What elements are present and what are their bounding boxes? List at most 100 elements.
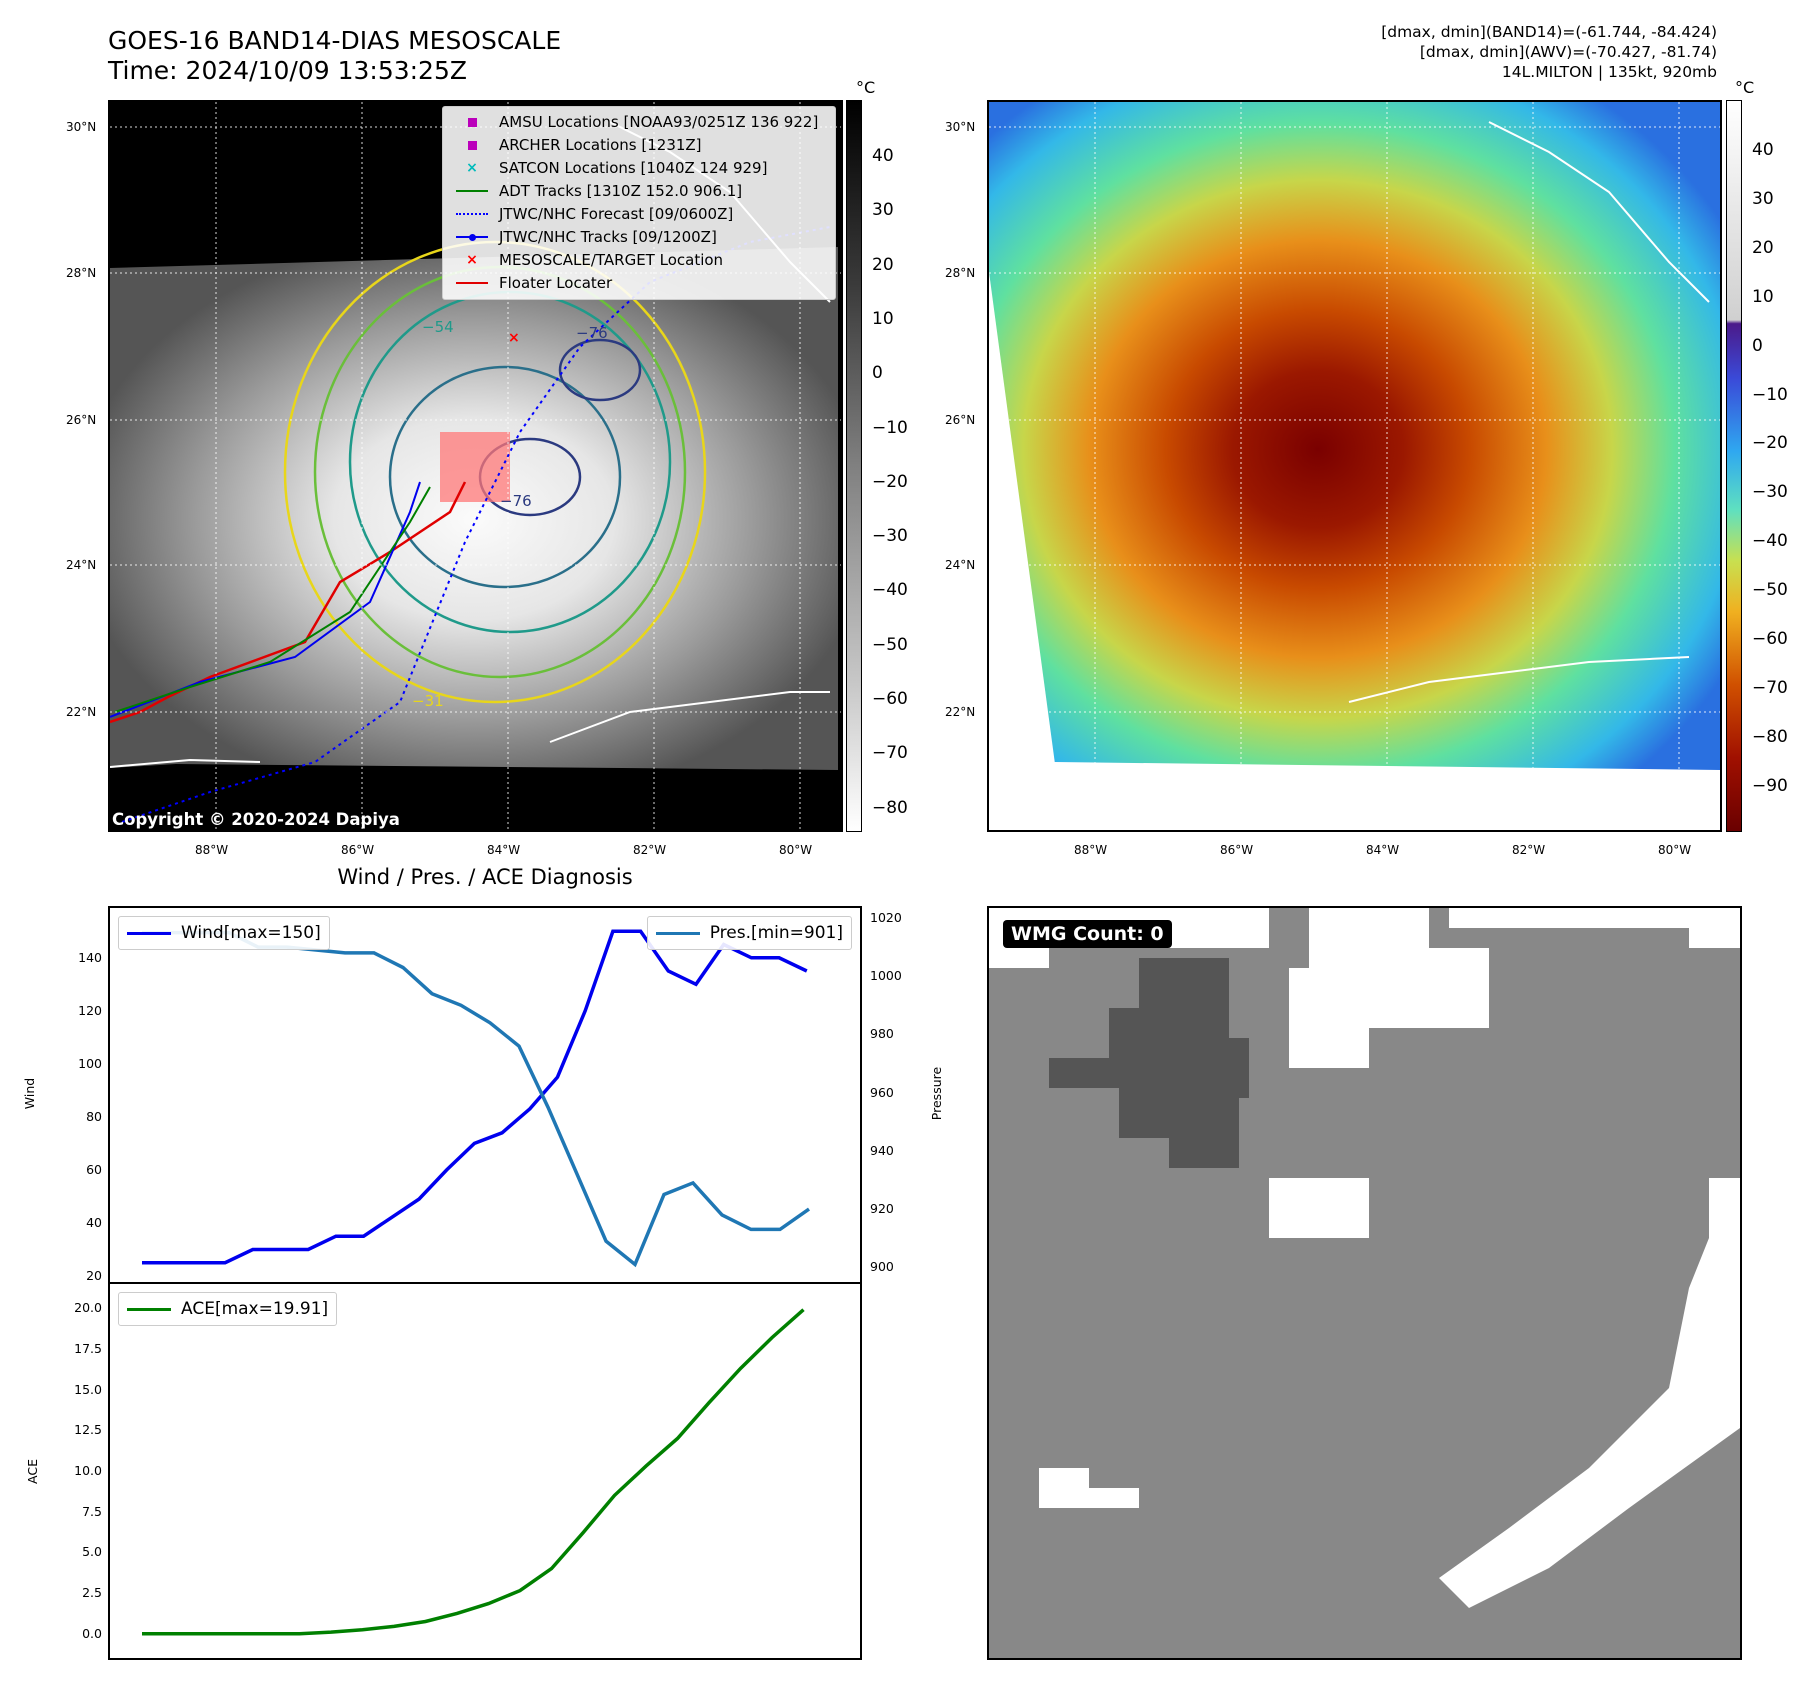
x-marker-icon: ×	[466, 160, 478, 176]
legend-target: × MESOSCALE/TARGET Location	[453, 249, 723, 271]
square-marker-icon	[453, 117, 491, 127]
colorbar-tick: −60	[872, 689, 908, 709]
colorbar-tick: −30	[872, 526, 908, 547]
colorbar-unit: °C	[1735, 78, 1755, 97]
lon-label: 86°W	[341, 843, 375, 857]
lon-label: 86°W	[1220, 843, 1254, 857]
contour-label: −31	[412, 692, 444, 710]
lat-label: 22°N	[66, 705, 97, 719]
axis-tick: 960	[870, 1084, 894, 1100]
pressure-legend: Pres.[min=901]	[646, 916, 852, 950]
legend-amsu-label: AMSU Locations [NOAA93/0251Z 136 922]	[499, 113, 819, 131]
colorbar-tick: −20	[1752, 433, 1788, 454]
lon-label: 80°W	[779, 843, 813, 857]
lon-label: 80°W	[1658, 843, 1692, 857]
legend-target-label: MESOSCALE/TARGET Location	[499, 251, 724, 269]
legend-archer: ARCHER Locations [1231Z]	[453, 134, 702, 156]
pressure-line	[142, 930, 811, 1268]
axis-tick: 900	[870, 1259, 894, 1275]
legend-forecast: JTWC/NHC Forecast [09/0600Z]	[453, 203, 733, 225]
wind-legend: Wind[max=150]	[118, 916, 330, 950]
legend-floater-label: Floater Locater	[499, 274, 613, 292]
coastline-cuba	[549, 691, 830, 743]
legend-satcon: × SATCON Locations [1040Z 124 929]	[453, 157, 767, 179]
wmg-white-region	[1449, 908, 1740, 948]
lat-label: 28°N	[945, 266, 976, 280]
target-marker: ×	[508, 330, 520, 346]
colorbar-tick: 40	[1752, 140, 1774, 160]
legend-forecast-label: JTWC/NHC Forecast [09/0600Z]	[499, 205, 734, 223]
mesoscale-box	[440, 432, 510, 502]
legend-satcon-label: SATCON Locations [1040Z 124 929]	[499, 159, 768, 177]
axis-tick: 140	[78, 949, 102, 965]
axis-tick: 12.5	[74, 1422, 102, 1438]
colorbar-tick: −40	[1752, 531, 1788, 552]
axis-tick: 980	[870, 1026, 894, 1042]
axis-tick: 920	[870, 1201, 894, 1217]
coastline	[1488, 121, 1710, 303]
wmg-dark-region	[1049, 958, 1249, 1168]
lon-label: 84°W	[1366, 843, 1400, 857]
dotted-line-icon	[453, 213, 491, 215]
colorbar-tick: −70	[1752, 677, 1788, 698]
axis-tick: 10.0	[74, 1463, 102, 1478]
colorbar-tick: 0	[872, 363, 883, 384]
colorbar-tick: −70	[872, 743, 908, 764]
ace-chart: ACE[max=19.91]	[108, 1282, 862, 1660]
contour-teal-2	[388, 365, 622, 589]
contour-label: −76	[576, 324, 608, 342]
stats-line-1: [dmax, dmin](BAND14)=(-61.744, -84.424)	[1381, 23, 1717, 41]
lon-label: 82°W	[1512, 843, 1546, 857]
wmg-panel	[987, 906, 1742, 1660]
pressure-axis-label: Pressure	[929, 1066, 945, 1121]
axis-tick: 1020	[870, 910, 902, 925]
legend-tracks: JTWC/NHC Tracks [09/1200Z]	[453, 226, 717, 248]
contour-navy	[558, 338, 642, 402]
wind-line-icon	[127, 931, 171, 935]
axis-tick: 2.5	[82, 1585, 102, 1601]
axis-tick: 15.0	[74, 1381, 102, 1397]
ace-legend-label: ACE[max=19.91]	[181, 1299, 329, 1319]
colorbar-tick: −40	[872, 580, 908, 601]
colorbar-tick: 30	[1752, 188, 1774, 209]
wmg-white-region	[1269, 1178, 1369, 1238]
diagnosis-title: Wind / Pres. / ACE Diagnosis	[337, 865, 633, 889]
legend-adt: ADT Tracks [1310Z 152.0 906.1]	[453, 180, 742, 202]
axis-tick: 20	[86, 1268, 102, 1283]
lon-label: 88°W	[1074, 843, 1108, 857]
stats-line-2: [dmax, dmin](AWV)=(-70.427, -81.74)	[1419, 43, 1717, 61]
ace-line-icon	[127, 1307, 171, 1311]
wmg-white-region	[1289, 908, 1489, 1068]
blank-corner	[989, 272, 1055, 830]
legend-adt-label: ADT Tracks [1310Z 152.0 906.1]	[499, 182, 743, 200]
axis-tick: 120	[78, 1002, 102, 1018]
wind-line	[142, 929, 808, 1265]
axis-tick: 1000	[870, 968, 902, 984]
legend-tracks-label: JTWC/NHC Tracks [09/1200Z]	[499, 228, 717, 246]
x-marker-icon: ×	[466, 252, 478, 268]
colorbar-tick: −50	[1752, 580, 1788, 601]
colorbar-tick: −30	[1752, 482, 1788, 503]
lat-label: 24°N	[66, 558, 97, 572]
copyright: Copyright © 2020-2024 Dapiya	[112, 810, 400, 829]
lat-label: 28°N	[66, 266, 97, 280]
wmg-white-region	[1439, 1178, 1740, 1608]
wind-axis-label: Wind	[22, 1077, 38, 1110]
color-map-panel	[987, 100, 1722, 832]
pressure-legend-label: Pres.[min=901]	[709, 923, 843, 943]
wmg-white-region	[1039, 1468, 1139, 1508]
lat-label: 24°N	[945, 558, 976, 572]
axis-tick: 7.5	[82, 1503, 102, 1519]
colorbar-tick: 10	[872, 308, 894, 329]
line-icon	[453, 282, 491, 284]
ace-axis-label: ACE	[24, 1459, 40, 1484]
wind-pressure-chart: Wind[max=150] Pres.[min=901]	[108, 906, 862, 1284]
title-line-2: Time: 2024/10/09 13:53:25Z	[108, 56, 467, 85]
contour-label: −54	[422, 318, 454, 336]
lon-label: 84°W	[487, 843, 521, 857]
color-map-svg	[989, 102, 1720, 830]
colorbar-tick: 40	[872, 146, 894, 166]
wind-pressure-svg	[142, 929, 811, 1268]
ace-svg	[142, 1308, 805, 1636]
legend-floater: Floater Locater	[453, 272, 612, 294]
